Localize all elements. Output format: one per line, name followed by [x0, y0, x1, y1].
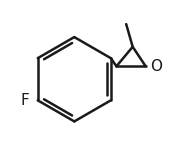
Text: F: F	[20, 93, 29, 108]
Text: O: O	[150, 59, 162, 74]
